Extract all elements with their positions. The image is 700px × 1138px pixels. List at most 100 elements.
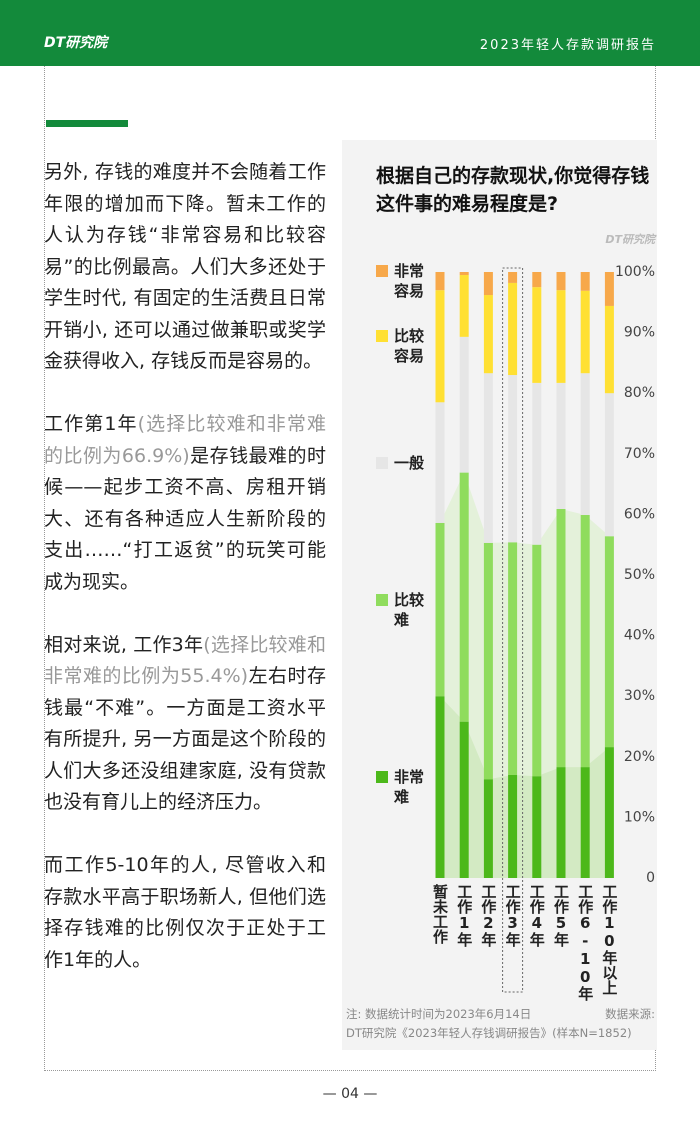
bar-segment (483, 779, 493, 878)
bar-segment (580, 515, 590, 768)
bar-segment (508, 282, 518, 376)
bar-segment (435, 696, 445, 878)
bar-segment (435, 290, 445, 403)
bar-segment (459, 472, 469, 722)
y-tick-label: 10% (624, 809, 655, 825)
bar-segment (508, 375, 518, 543)
chart-panel: 0 10% 20% 30% 40% 50% 60% 70% 80% 90% 100% 根据自己的存款… (342, 140, 657, 1050)
bar-segment (580, 767, 590, 878)
bar-segment (556, 508, 566, 768)
legend-swatch (376, 265, 388, 278)
bar-segment (532, 287, 542, 383)
text: 另外, 存钱的难度并不会随着工作年限的增加而下降。暂未工作的人认为存钱“非常容易… (44, 161, 326, 372)
note: 注: 数据统计时间为2023年6月14日 (346, 1007, 532, 1021)
bar-segment (483, 542, 493, 780)
paragraph: 另外, 存钱的难度并不会随着工作年限的增加而下降。暂未工作的人认为存钱“非常容易… (44, 157, 326, 378)
y-tick-label: 50% (624, 567, 655, 583)
bar-segment (556, 767, 566, 878)
x-tick-label: 工作3年 (503, 884, 522, 947)
y-tick-label: 40% (624, 628, 655, 644)
bar-segment (604, 747, 614, 878)
legend-swatch (376, 456, 388, 469)
body-text: 另外, 存钱的难度并不会随着工作年限的增加而下降。暂未工作的人认为存钱“非常容易… (44, 157, 326, 1008)
paragraph: 工作第1年(选择比较难和非常难的比例为66.9%)是存钱最难的时候——起步工资不… (44, 409, 326, 598)
bar-segment (580, 272, 590, 291)
bar-segment (604, 536, 614, 748)
legend-swatch (376, 771, 388, 784)
muted-text: (选择比较难和非常难的比例为55.4%) (44, 633, 326, 688)
bar-segment (483, 272, 493, 296)
bar-segment (532, 544, 542, 777)
legend-swatch (376, 330, 388, 343)
y-tick-label: 100% (615, 264, 655, 280)
y-tick-label: 70% (624, 446, 655, 462)
bar-segment (459, 721, 469, 878)
bar-segment (532, 382, 542, 545)
chart: 0 10% 20% 30% 40% 50% 60% 70% 80% 90% 100% (435, 264, 655, 993)
text: 是存钱最难的时候——起步工资不高、房租开销大、还有各种适应人生新阶段的支出……“… (44, 444, 326, 593)
bar-segment (556, 382, 566, 509)
y-tick-label: 60% (624, 506, 655, 522)
header-bar: DT研究院 2023年轻人存款调研报告 (0, 0, 700, 66)
bar-segment (435, 522, 445, 697)
x-tick-label: 工作5年 (552, 884, 570, 947)
bar-segment (483, 373, 493, 543)
bar-segment (435, 272, 445, 291)
text: 工作第1年 (44, 413, 138, 435)
x-tick-label: 工作10年以上 (600, 884, 619, 995)
bar-segment (556, 290, 566, 383)
chart-title: 根据自己的存款现状,你觉得存钱这件事的难易程度是? (376, 165, 650, 215)
legend-label: 比较难 (394, 590, 425, 629)
x-tick-label: 暂未工作 (431, 884, 449, 944)
bar-segment (532, 272, 542, 288)
y-tick-label: 90% (624, 325, 655, 341)
watermark: DT研究院 (605, 233, 655, 246)
y-tick-label: 20% (624, 749, 655, 765)
paragraph: 而工作5-10年的人, 尽管收入和存款水平高于职场新人, 但他们选择存钱难的比例… (44, 850, 326, 976)
source: DT研究院《2023年轻人存钱调研报告》(样本N=1852) (346, 1026, 632, 1040)
legend-item: 非常容易 (376, 261, 428, 301)
y-tick-label: 0 (646, 870, 655, 886)
x-tick-label: 工作1年 (455, 884, 474, 947)
bar-segment (508, 542, 518, 775)
bar-segment (459, 336, 469, 473)
x-tick-label: 工作4年 (527, 884, 546, 947)
report-title: 2023年轻人存款调研报告 (479, 38, 656, 53)
paragraph: 相对来说, 工作3年(选择比较难和非常难的比例为55.4%)左右时存钱最“不难”… (44, 630, 326, 819)
bar-segment (580, 290, 590, 374)
bar-segment (604, 272, 614, 306)
x-tick-label: 工作2年 (479, 884, 498, 947)
bar-segment (459, 275, 469, 337)
bar-segment (483, 295, 493, 374)
bar-segment (508, 774, 518, 878)
bar-segment (556, 272, 566, 291)
legend-item: 比较难 (376, 590, 428, 630)
area (440, 696, 610, 878)
logo: DT研究院 (44, 35, 108, 51)
bar-segment (604, 305, 614, 394)
bar-segment (532, 776, 542, 878)
x-tick-label: 工作6-10年 (576, 884, 595, 1001)
accent-bar (46, 120, 128, 127)
y-tick-label: 80% (624, 385, 655, 401)
legend-label: 一般 (394, 453, 425, 472)
bar-segment (435, 402, 445, 523)
legend-item: 一般 (376, 453, 428, 473)
muted-text: (选择比较难和非常难的比例为66.9%) (44, 413, 326, 467)
page-number: — 04 — (322, 1086, 378, 1102)
source-label: 数据来源: (605, 1007, 655, 1021)
legend-label: 比较容易 (394, 327, 425, 366)
legend-item: 非常难 (376, 767, 428, 807)
bar-segment (508, 272, 518, 283)
legend-label: 非常难 (394, 768, 425, 807)
legend-label: 非常容易 (394, 262, 425, 301)
legend-item: 比较容易 (376, 326, 428, 366)
text: 左右时存钱最“不难”。一方面是工资水平有所提升, 另一方面是这个阶段的人们大多还… (44, 665, 326, 813)
bar-segment (459, 272, 469, 276)
y-tick-label: 30% (624, 688, 655, 704)
bar-segment (604, 393, 614, 537)
text: 相对来说, 工作3年 (44, 633, 204, 656)
bar-segment (580, 373, 590, 516)
legend-swatch (376, 593, 388, 606)
